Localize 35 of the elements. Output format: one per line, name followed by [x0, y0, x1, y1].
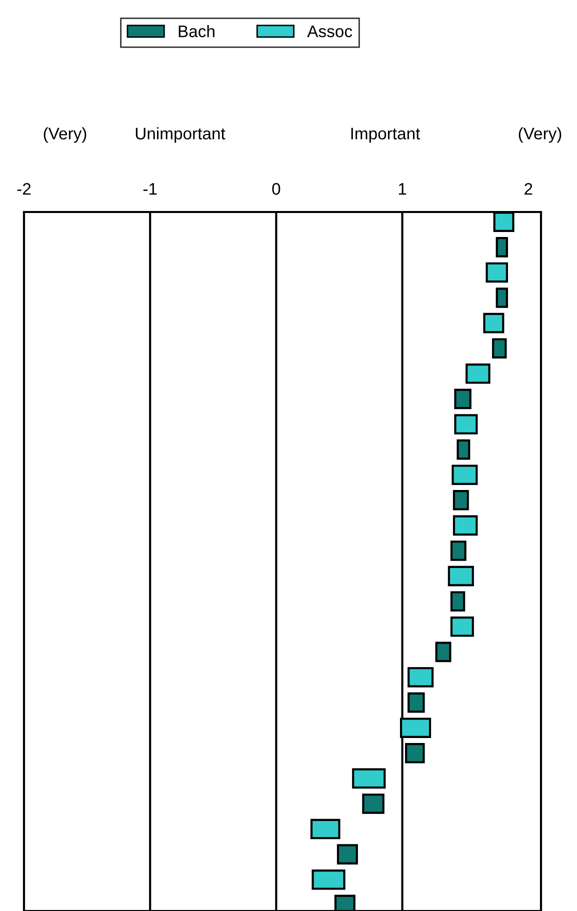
x-tick-label: 1	[398, 183, 406, 195]
bar	[483, 312, 504, 334]
bar	[448, 566, 474, 586]
bar	[486, 262, 508, 283]
text: Important	[351, 128, 420, 143]
bar	[454, 388, 472, 410]
bar	[310, 818, 340, 840]
x-tick-label: -1	[143, 183, 157, 195]
bar	[450, 616, 474, 637]
legend-label: Assoc	[307, 26, 352, 38]
x-tick-label: 0	[272, 183, 280, 195]
bar	[452, 490, 469, 510]
bar	[435, 642, 452, 662]
text: (Very)	[518, 127, 562, 143]
text: (Very)	[44, 127, 86, 143]
bar	[496, 237, 508, 258]
bar	[496, 288, 508, 308]
bar	[312, 869, 346, 890]
legend-label: Bach	[178, 25, 214, 38]
bar	[450, 540, 466, 561]
bar	[408, 667, 434, 688]
text: Unimportant	[136, 127, 226, 143]
bar	[336, 844, 358, 864]
bar	[452, 515, 478, 536]
bar	[450, 591, 466, 612]
bar	[456, 439, 470, 460]
bar	[452, 464, 478, 486]
x-tick-label: 2	[524, 183, 532, 195]
bar	[408, 692, 425, 713]
bar	[454, 414, 478, 434]
bar	[466, 364, 490, 384]
bar	[492, 338, 507, 359]
bar	[352, 768, 386, 789]
x-tick-label: -2	[17, 183, 31, 195]
bar	[362, 794, 384, 814]
